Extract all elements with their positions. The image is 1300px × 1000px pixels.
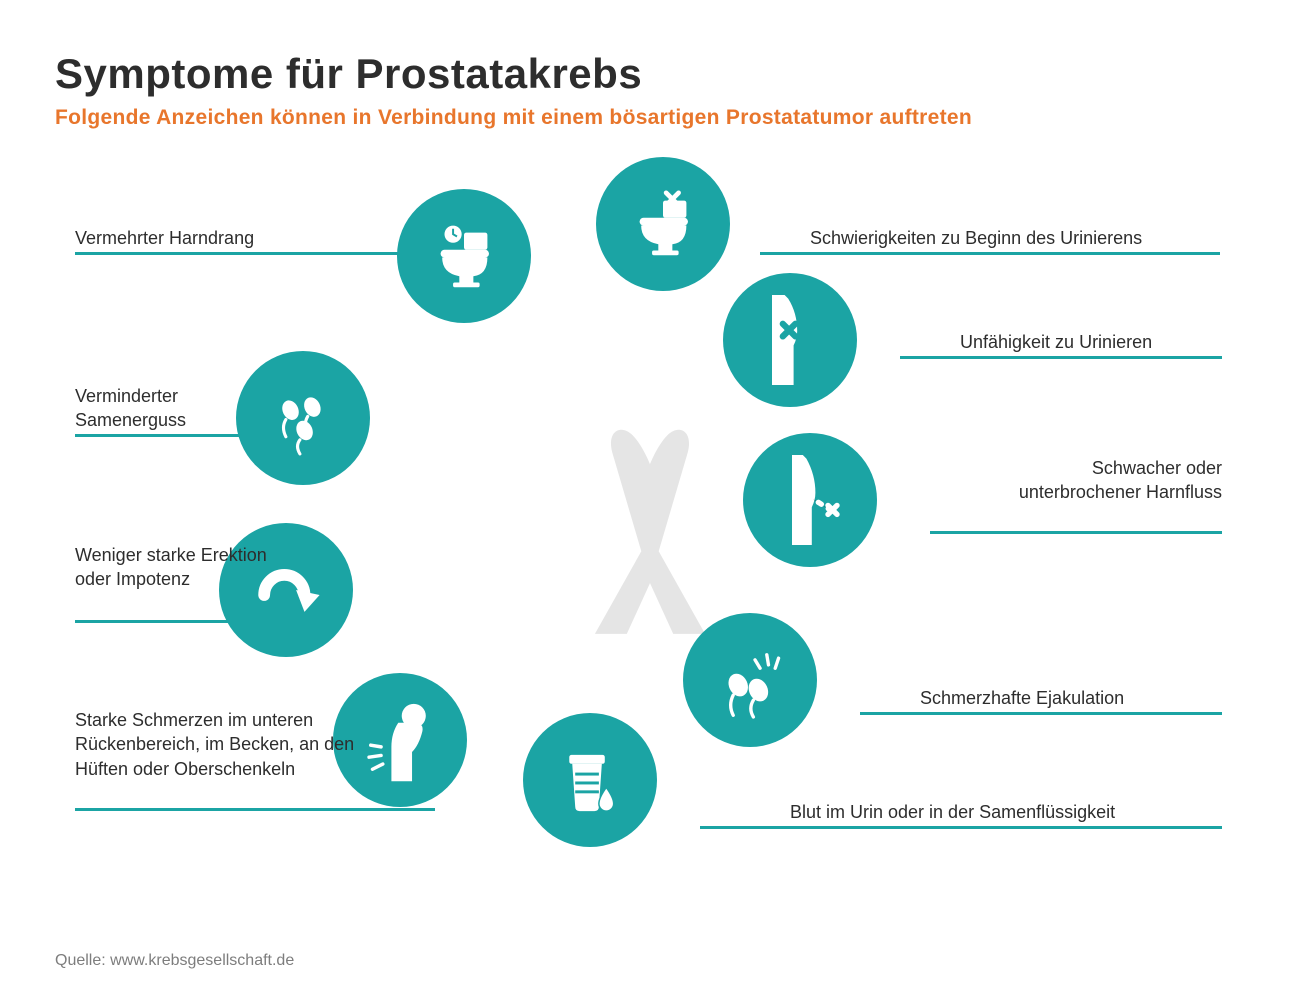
symptom-label: Schwacher oder unterbrochener Harnfluss — [1000, 456, 1222, 505]
symptom-circle-body-dotted — [743, 433, 877, 567]
symptom-label: Verminderter Samenerguss — [75, 384, 275, 433]
symptom-circle-sperm-pain — [683, 613, 817, 747]
symptom-label: Blut im Urin oder in der Samenflüssigkei… — [790, 800, 1220, 824]
symptom-ring-diagram: Vermehrter Harndrang Schwierigkeiten zu B… — [0, 160, 1300, 940]
symptom-underline — [930, 531, 1222, 534]
symptom-label: Starke Schmerzen im unteren Rückenbereic… — [75, 708, 385, 781]
body-dotted-icon — [765, 455, 855, 545]
symptom-label: Schmerzhafte Ejakulation — [920, 686, 1200, 710]
symptom-underline — [75, 808, 435, 811]
symptom-circle-cup-drop — [523, 713, 657, 847]
symptom-label: Vermehrter Harndrang — [75, 226, 335, 250]
body-x-icon — [745, 295, 835, 385]
symptom-underline — [700, 826, 1222, 829]
symptom-label: Weniger starke Erektion oder Impotenz — [75, 543, 275, 592]
sperm-few-icon — [264, 379, 342, 457]
symptom-circle-body-x — [723, 273, 857, 407]
source-attribution: Quelle: www.krebsgesellschaft.de — [55, 952, 294, 970]
page-subtitle: Folgende Anzeichen können in Verbindung … — [55, 106, 1245, 130]
cup-drop-icon — [553, 743, 627, 817]
symptom-circle-toilet-clock — [397, 189, 531, 323]
symptom-underline — [760, 252, 1220, 255]
toilet-clock-icon — [425, 217, 503, 295]
symptom-circle-toilet-x — [596, 157, 730, 291]
symptom-label: Unfähigkeit zu Urinieren — [960, 330, 1220, 354]
toilet-x-icon — [624, 185, 702, 263]
symptom-label: Schwierigkeiten zu Beginn des Urinierens — [810, 226, 1210, 250]
awareness-ribbon-icon — [578, 422, 723, 642]
sperm-pain-icon — [708, 638, 792, 722]
symptom-underline — [900, 356, 1222, 359]
symptom-underline — [860, 712, 1222, 715]
page-title: Symptome für Prostatakrebs — [55, 50, 1245, 98]
